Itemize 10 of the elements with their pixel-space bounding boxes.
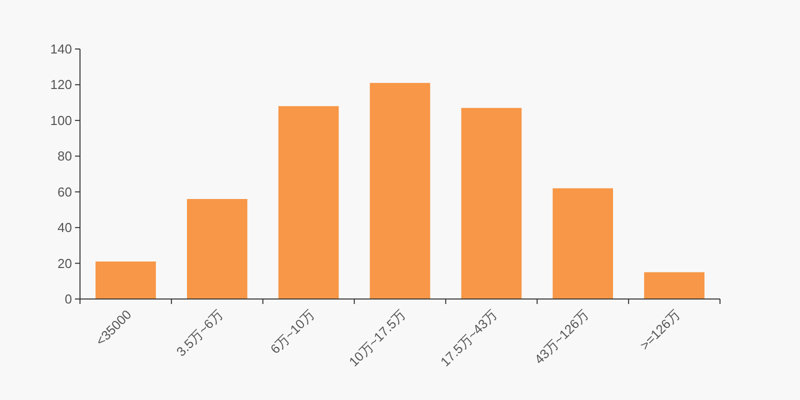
x-tick-label: 6万~10万 [267,306,318,357]
y-tick-label: 20 [58,256,72,271]
y-tick-label: 40 [58,220,72,236]
y-tick-label: 60 [58,184,72,200]
y-tick-label: 80 [58,148,72,164]
y-tick-label: 100 [50,112,72,128]
y-tick-label: 0 [64,292,72,306]
x-tick-label: 3.5万~6万 [173,306,226,360]
y-tick-label: 120 [50,77,72,92]
y-tick-label: 140 [50,42,72,56]
